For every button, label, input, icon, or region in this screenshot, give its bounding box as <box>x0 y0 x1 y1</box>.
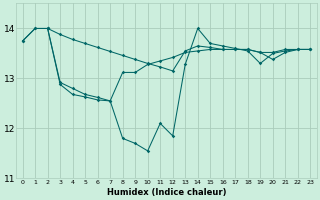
X-axis label: Humidex (Indice chaleur): Humidex (Indice chaleur) <box>107 188 226 197</box>
